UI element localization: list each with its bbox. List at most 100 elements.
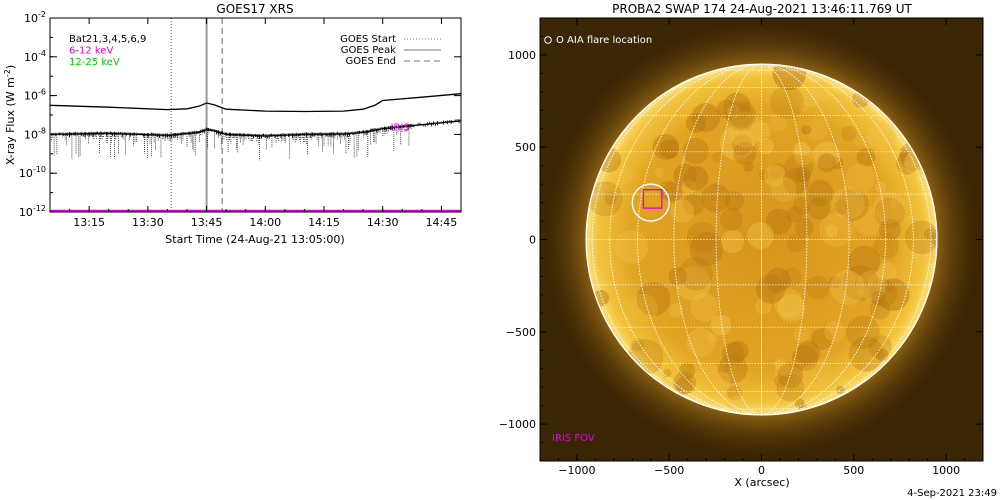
texture-blob (701, 183, 731, 213)
texture-blob (678, 256, 713, 291)
texture-blob (807, 179, 834, 207)
flare-location-marker (631, 183, 670, 222)
texture-blob (828, 276, 842, 289)
x-tick-label: 14:30 (367, 216, 399, 229)
texture-blob (844, 163, 876, 194)
legend-circle-icon (544, 36, 552, 44)
texture-blob (899, 149, 912, 162)
texture-blob (774, 374, 788, 388)
texture-blob (681, 179, 697, 195)
texture-blob (763, 164, 786, 187)
texture-blob (668, 303, 684, 318)
texture-blob (758, 138, 774, 155)
texture-blob (811, 328, 833, 351)
texture-blob (776, 293, 806, 324)
texture-blob (831, 186, 865, 220)
texture-blob (733, 142, 757, 166)
texture-blob (866, 120, 896, 151)
legend-left-entry: 6-12 keV (69, 46, 113, 57)
texture-blob (868, 335, 892, 359)
texture-blob (846, 315, 880, 349)
goes-title: GOES17 XRS (216, 2, 293, 16)
texture-blob (848, 245, 881, 278)
iris-label: IRIS (391, 123, 410, 134)
texture-blob (794, 398, 805, 409)
texture-blob (678, 362, 696, 379)
texture-blob (637, 121, 655, 139)
legend-left-entry: 12-25 keV (69, 57, 120, 68)
texture-blob (716, 99, 736, 119)
texture-blob (712, 151, 723, 163)
texture-blob (777, 362, 804, 388)
texture-blob (836, 94, 846, 104)
texture-blob (690, 292, 719, 322)
y-tick-label: 10-12 (19, 204, 46, 219)
texture-blob (773, 288, 804, 318)
texture-blob (801, 124, 812, 135)
texture-blob (662, 182, 683, 203)
swap-panel: PROBA2 SWAP 174 24-Aug-2021 13:46:11.769… (499, 2, 984, 489)
texture-blob (799, 101, 809, 112)
texture-blob (910, 234, 937, 265)
texture-blob (795, 341, 821, 366)
texture-blob (769, 114, 787, 132)
texture-blob (865, 281, 885, 301)
texture-blob (854, 276, 869, 291)
goes-panel: GOES17 XRS IRIS 13:15 13:30 13:45 14:00 14:1… (3, 2, 462, 246)
texture-blob (802, 359, 833, 390)
texture-blob (721, 342, 745, 365)
texture-blob (743, 161, 754, 172)
texture-blob (812, 80, 834, 102)
longitude-line (715, 64, 808, 415)
texture-blob (670, 199, 695, 224)
texture-blob (786, 234, 806, 253)
texture-blob (874, 197, 905, 229)
texture-blob (924, 227, 937, 241)
texture-blob (710, 314, 732, 336)
texture-blob (654, 167, 664, 178)
y-tick-label: 10-4 (24, 49, 46, 64)
texture-blob (727, 340, 749, 362)
texture-blob (604, 237, 615, 247)
swap-x-axis-label: X (arcsec) (734, 476, 789, 489)
short-channel-fuzz (50, 118, 461, 139)
footer-timestamp: 4-Sep-2021 23:49 (907, 488, 997, 499)
texture-blob (792, 345, 819, 372)
iris-fov-label: IRIS FOV (552, 433, 595, 444)
texture-blob (782, 167, 810, 195)
sun-texture (587, 64, 937, 415)
texture-blob (771, 176, 797, 203)
texture-blob (896, 152, 919, 175)
texture-blob (629, 293, 658, 323)
x-tick-label: 1000 (932, 464, 960, 477)
texture-blob (770, 85, 804, 119)
texture-blob (774, 359, 786, 370)
texture-blob (749, 121, 771, 143)
goes-x-axis-label: Start Time (24-Aug-21 13:05:00) (165, 233, 344, 246)
y-tick-label: 500 (515, 141, 536, 154)
texture-blob (885, 284, 895, 294)
texture-blob (837, 189, 869, 221)
texture-blob (777, 294, 805, 321)
texture-blob (794, 218, 814, 238)
y-tick-label: −1000 (499, 418, 536, 431)
texture-blob (819, 212, 854, 248)
texture-blob (805, 275, 830, 300)
texture-blob (676, 265, 711, 301)
texture-blob (720, 207, 744, 232)
texture-blob (755, 298, 772, 315)
longitude-line (609, 64, 914, 415)
legend-right-entry: GOES End (346, 56, 396, 67)
x-tick-label: 500 (843, 464, 864, 477)
texture-blob (825, 224, 838, 238)
longitude-line (637, 64, 886, 415)
texture-blob (872, 191, 905, 224)
texture-blob (795, 166, 811, 183)
texture-blob (682, 193, 705, 216)
legend-left-entry: Bat21,3,4,5,6,9 (69, 34, 146, 45)
texture-blob (663, 368, 672, 378)
texture-blob (793, 325, 810, 342)
x-tick-label: 0 (758, 464, 765, 477)
texture-blob (807, 197, 831, 220)
texture-blob (869, 298, 891, 320)
